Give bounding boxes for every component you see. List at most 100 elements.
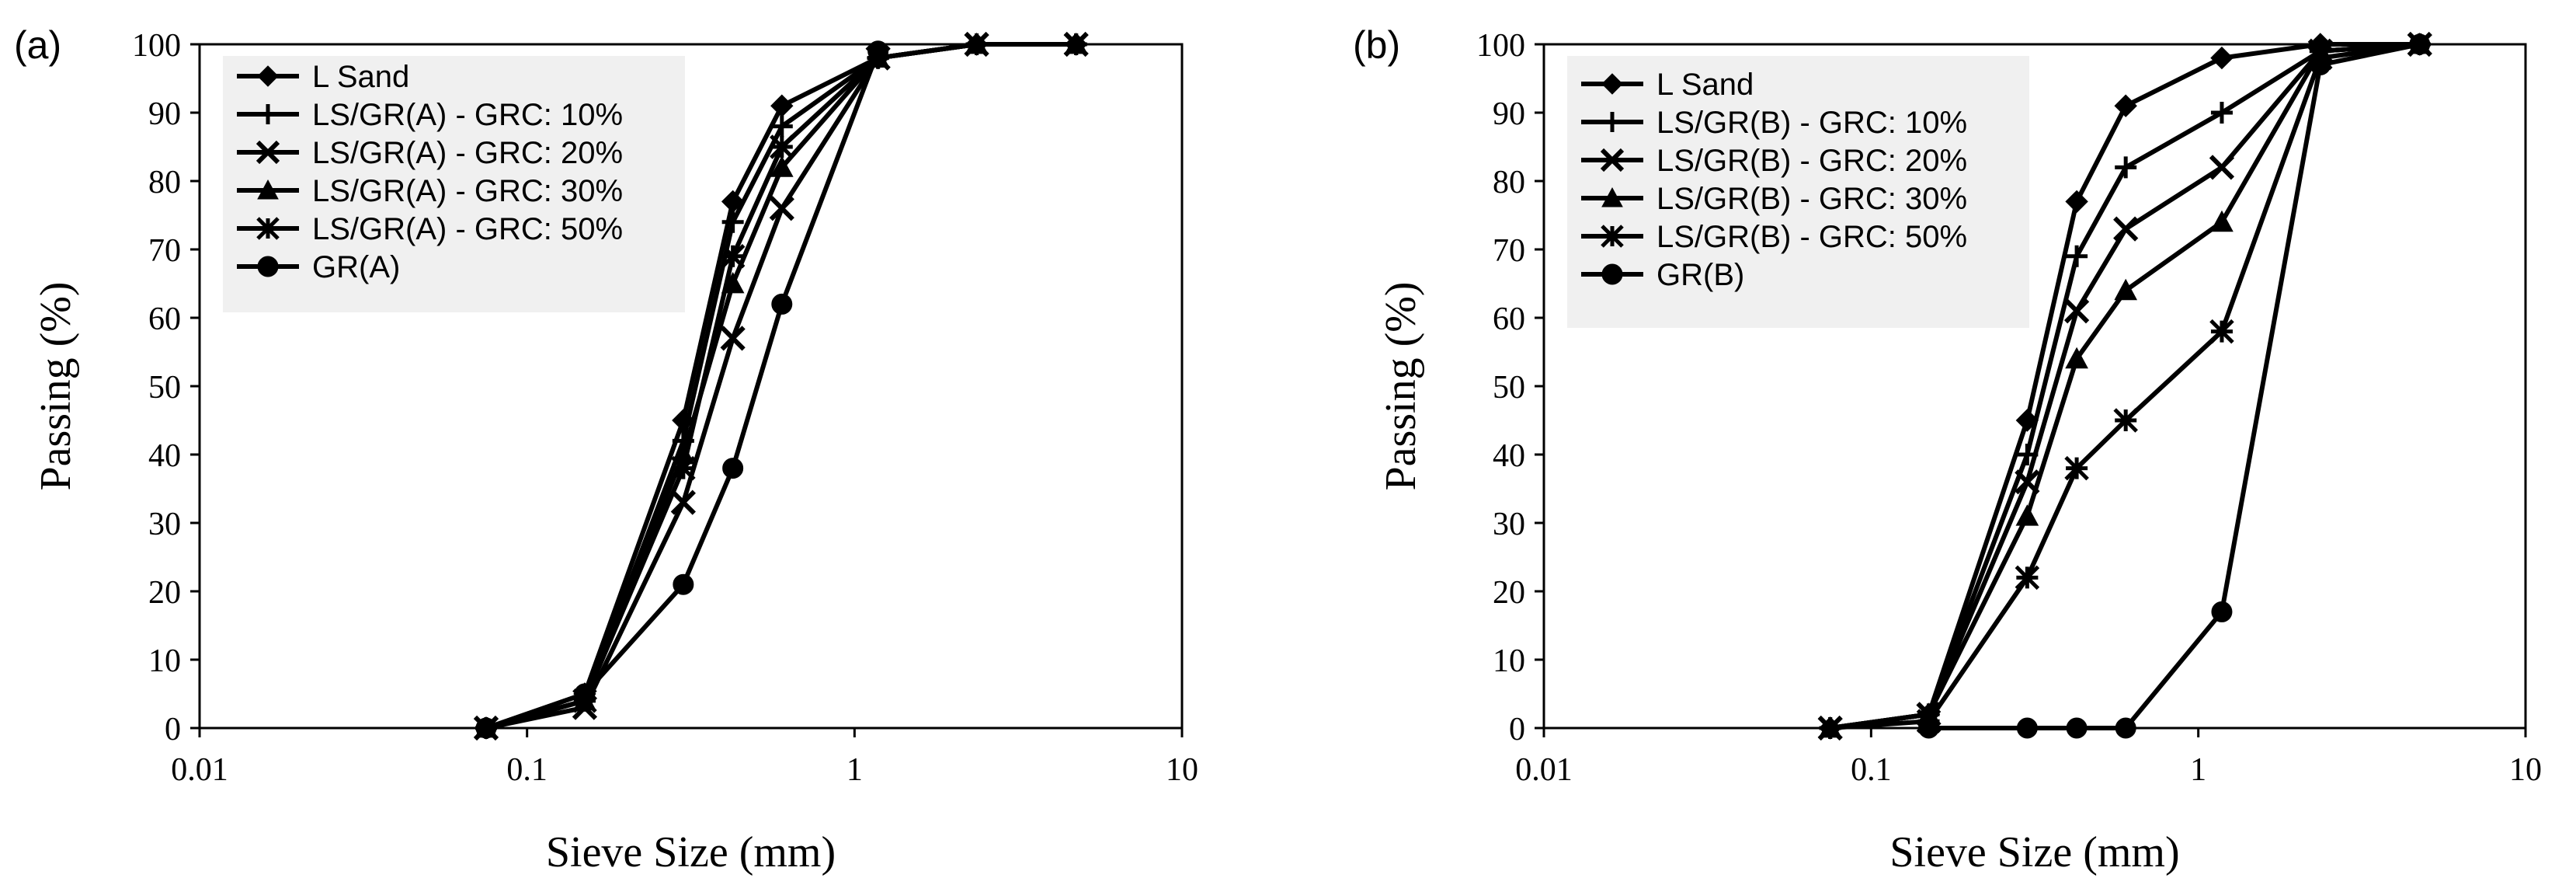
y-tick-label: 90 — [1493, 96, 1525, 132]
data-point — [2210, 210, 2234, 232]
y-axis-label: Passing (%) — [32, 281, 80, 490]
legend-swatch-marker — [258, 104, 278, 124]
data-point — [770, 134, 794, 159]
legend-swatch-marker — [257, 65, 279, 87]
y-axis-label: Passing (%) — [1377, 281, 1425, 490]
y-tick-label: 80 — [148, 165, 181, 200]
y-tick-label: 80 — [1493, 165, 1525, 200]
data-point — [867, 40, 889, 62]
y-tick-label: 40 — [1493, 438, 1525, 474]
data-point — [770, 94, 794, 117]
x-tick-label: 0.01 — [1515, 752, 1573, 788]
y-tick-label: 70 — [148, 233, 181, 269]
y-tick-label: 40 — [148, 438, 181, 474]
y-tick-label: 30 — [1493, 507, 1525, 542]
legend-label: LS/GR(A) - GRC: 30% — [312, 174, 623, 208]
data-point — [2209, 155, 2235, 180]
data-point — [671, 455, 696, 481]
data-point — [1817, 716, 1843, 740]
legend-swatch-marker — [1600, 148, 1625, 172]
legend-swatch-marker — [1601, 186, 1623, 207]
legend-swatch-marker — [1601, 263, 1623, 285]
legend-swatch-marker — [256, 217, 280, 240]
x-tick-label: 0.01 — [171, 752, 228, 788]
data-point — [2210, 102, 2233, 124]
data-point — [2409, 33, 2431, 55]
data-point — [670, 490, 696, 515]
chart-panel: (a) 0 10 20 30 40 50 60 70 80 90 100 0.01 0.1 1 10 Sieve… — [14, 23, 1198, 876]
y-tick-label: 30 — [148, 507, 181, 542]
legend-label: LS/GR(A) - GRC: 10% — [312, 98, 623, 132]
legend-label: LS/GR(B) - GRC: 10% — [1656, 106, 1967, 140]
legend: L Sand LS/GR(A) - GRC: 10% LS/GR(A) - GRC:… — [223, 56, 685, 312]
data-point — [2115, 156, 2137, 179]
data-point — [720, 326, 746, 351]
legend: L Sand LS/GR(B) - GRC: 10% LS/GR(B) - GRC:… — [1567, 56, 2029, 328]
data-point — [722, 458, 744, 479]
y-tick-label: 60 — [148, 301, 181, 337]
x-tick-label: 1 — [2190, 752, 2206, 788]
legend-label: L Sand — [1656, 68, 1754, 102]
x-tick-label: 10 — [1166, 752, 1198, 788]
legend-label: GR(A) — [312, 250, 400, 284]
data-point — [770, 115, 793, 138]
data-point — [2209, 319, 2234, 344]
data-point — [2065, 347, 2088, 369]
x-tick-label: 1 — [846, 752, 863, 788]
y-tick-label: 0 — [165, 712, 181, 747]
series-line — [1830, 42, 2420, 730]
data-point — [2310, 54, 2331, 75]
series-line — [485, 42, 1076, 730]
data-point — [2210, 46, 2234, 70]
legend-box — [223, 56, 685, 312]
data-point — [2114, 278, 2138, 301]
data-point — [771, 293, 793, 315]
series-line — [1830, 42, 2420, 730]
y-tick-label: 60 — [1493, 301, 1525, 337]
x-tick-label: 0.1 — [1851, 752, 1892, 788]
data-point — [1918, 717, 1940, 739]
legend-label: LS/GR(A) - GRC: 50% — [312, 212, 623, 246]
y-tick-label: 50 — [1493, 370, 1525, 406]
y-tick-label: 50 — [148, 370, 181, 406]
legend-swatch-marker — [1602, 112, 1622, 132]
data-point — [2113, 216, 2139, 242]
chart-panel: (b) 0 10 20 30 40 50 60 70 80 90 100 0.01 0.1 1 10 Sieve… — [1353, 23, 2542, 876]
data-point — [720, 244, 746, 269]
legend-label: LS/GR(A) - GRC: 20% — [312, 136, 623, 170]
x-axis-label: Sieve Size (mm) — [1889, 828, 2179, 876]
legend-swatch-marker — [1601, 73, 1623, 95]
data-point — [770, 155, 794, 177]
data-point — [2015, 565, 2040, 591]
data-point — [2016, 717, 2038, 739]
x-axis-label: Sieve Size (mm) — [546, 828, 836, 876]
data-point — [2066, 717, 2088, 739]
y-tick-label: 0 — [1509, 712, 1525, 747]
data-point — [2065, 190, 2088, 214]
legend-label: LS/GR(B) - GRC: 30% — [1656, 182, 1967, 216]
y-tick-label: 90 — [148, 96, 181, 132]
legend-swatch-marker — [256, 140, 280, 165]
series-line — [1830, 42, 2421, 730]
data-point — [574, 683, 596, 705]
panel-label: (b) — [1353, 23, 1400, 67]
series-line — [485, 50, 881, 730]
legend-box — [1567, 56, 2029, 328]
y-tick-label: 20 — [1493, 575, 1525, 611]
y-tick-label: 10 — [148, 643, 181, 679]
legend-label: LS/GR(B) - GRC: 50% — [1656, 220, 1967, 254]
data-point — [2066, 245, 2088, 267]
y-tick-label: 100 — [1476, 28, 1525, 64]
y-tick-label: 100 — [132, 28, 181, 64]
data-point — [2114, 94, 2137, 117]
data-point — [673, 573, 694, 595]
data-point — [475, 717, 497, 739]
legend-swatch-marker — [257, 256, 279, 277]
panel-label: (a) — [14, 23, 61, 67]
y-tick-label: 70 — [1493, 233, 1525, 269]
data-point — [2064, 455, 2089, 481]
data-point — [2015, 504, 2039, 526]
legend-swatch-marker — [257, 179, 279, 200]
legend-label: GR(B) — [1656, 258, 1744, 292]
